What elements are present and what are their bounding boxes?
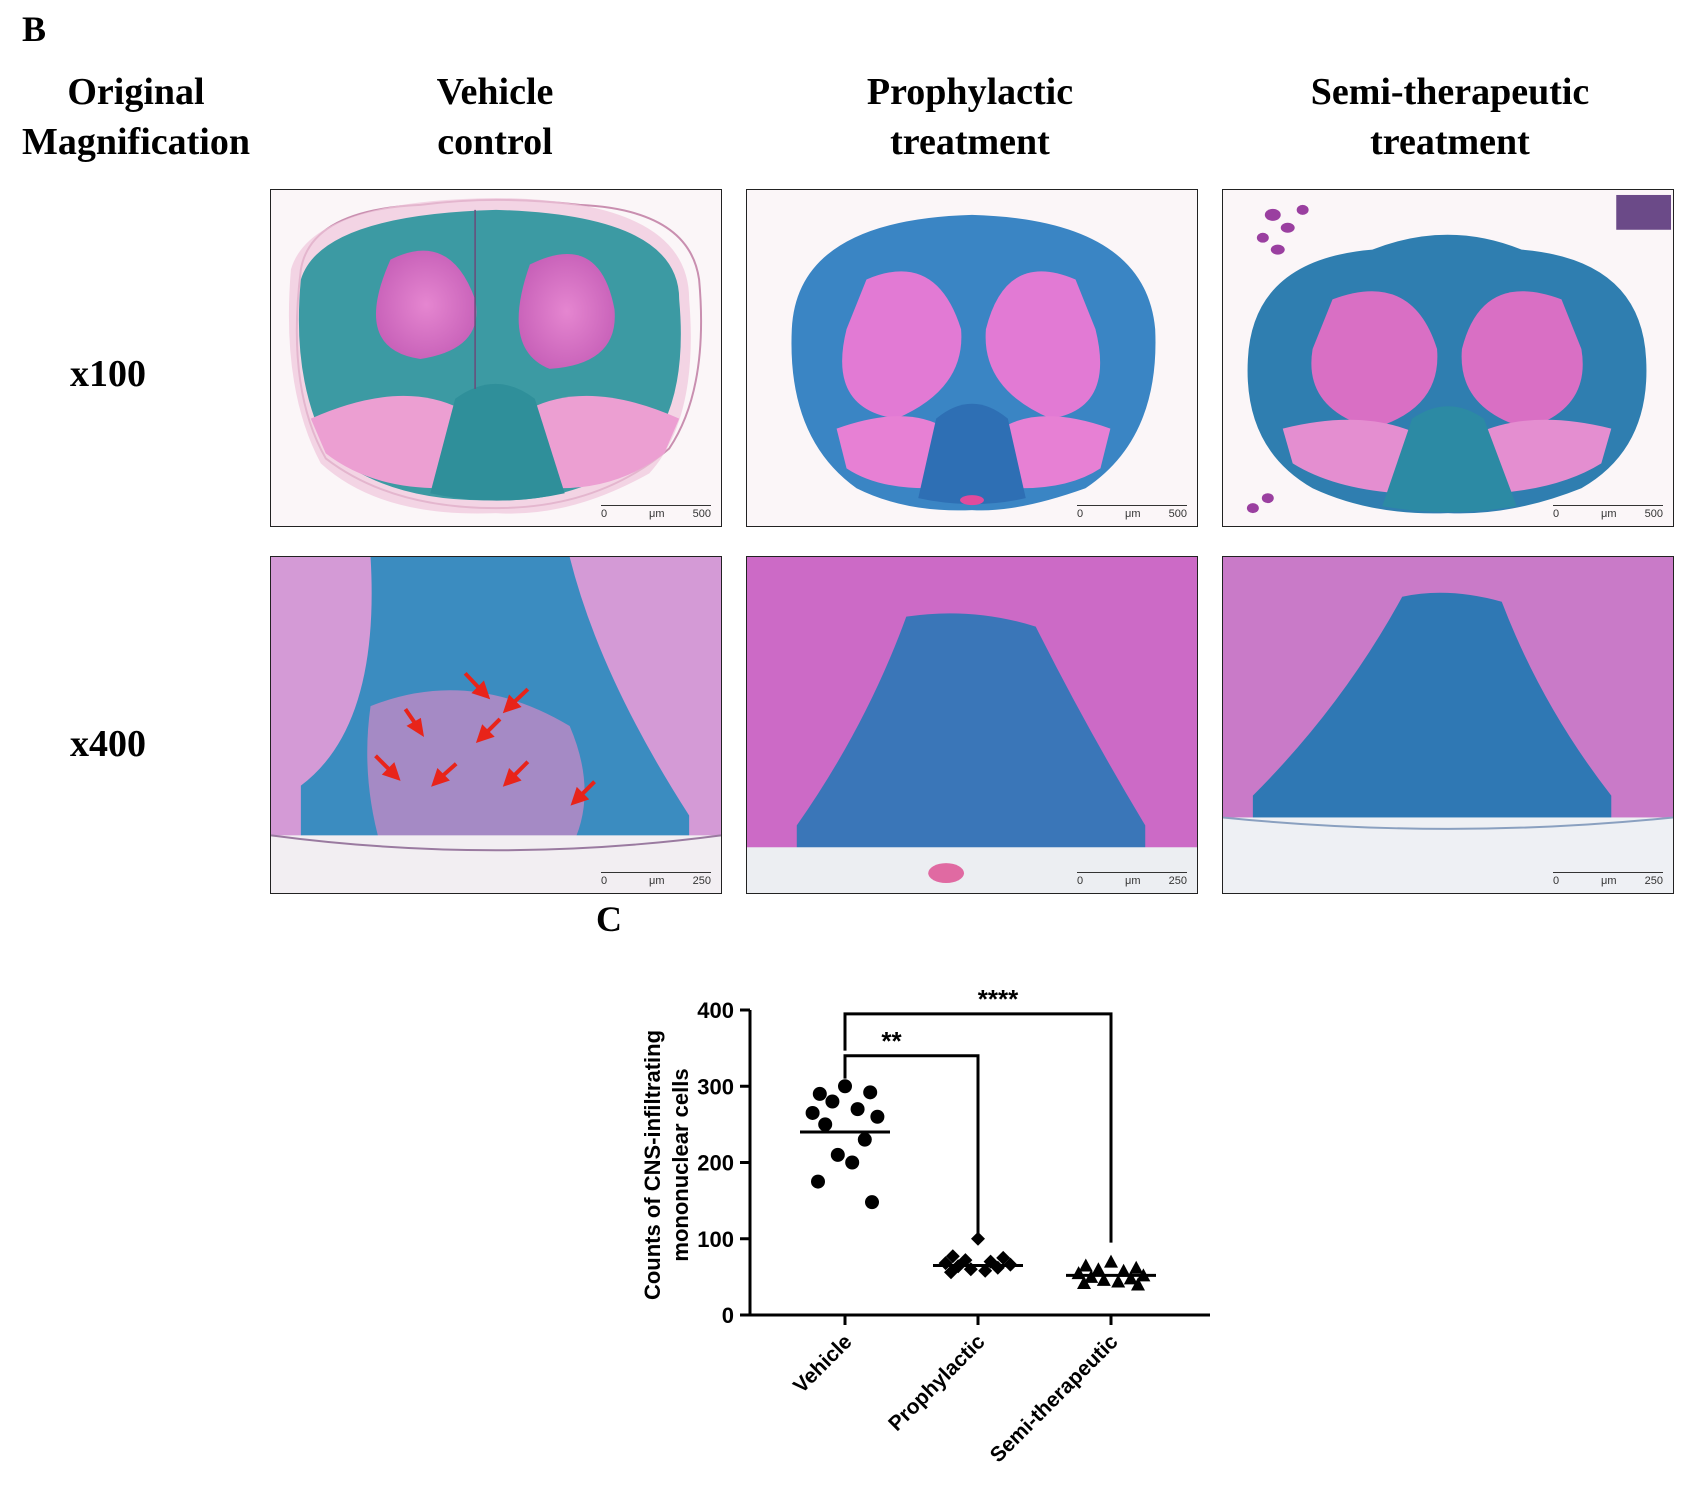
data-point: [1077, 1275, 1091, 1289]
y-tick-label: 100: [697, 1227, 734, 1252]
y-axis-label: Counts of CNS-infiltrating mononuclear ce…: [640, 1030, 693, 1300]
panel-c-label: C: [596, 899, 622, 939]
y-axis-title: Counts of CNS-infiltrating mononuclear ce…: [640, 1030, 693, 1300]
data-point: [1111, 1274, 1126, 1288]
data-point: [830, 1147, 845, 1162]
micrograph-prophylactic-x100: 0 μm 500: [746, 189, 1198, 527]
panel-b-label: B: [22, 9, 47, 49]
data-point: [812, 1086, 827, 1101]
data-point: [870, 1109, 885, 1124]
scalebar-vehicle-x400: 0 μm 250: [601, 869, 711, 887]
header-magnification: Original Magnification: [22, 71, 250, 163]
row-label-x400: x400: [70, 723, 146, 765]
x-tick-label: Prophylactic: [884, 1330, 990, 1436]
data-point: [1096, 1272, 1111, 1286]
data-point: [945, 1249, 960, 1264]
data-point: [1104, 1254, 1118, 1268]
data-point: [1091, 1262, 1106, 1276]
header-semi-therapeutic: Semi-therapeutic treatment: [1310, 71, 1590, 163]
y-tick-label: 0: [722, 1303, 734, 1328]
data-point: [996, 1250, 1011, 1265]
data-point: [944, 1265, 958, 1280]
micrograph-semi-therapeutic-x100: 0 μm 500: [1222, 189, 1674, 527]
row-label-x100: x100: [70, 353, 146, 395]
significance-bracket: [843, 1054, 980, 1235]
data-point: [805, 1105, 820, 1120]
x-tick-label: Semi-therapeutic: [986, 1330, 1123, 1467]
y-tick-label: 200: [697, 1151, 734, 1176]
y-tick-label: 400: [697, 998, 734, 1023]
scalebar-prophylactic-x400: 0 μm 250: [1077, 869, 1187, 887]
micrograph-semi-therapeutic-x400: 0 μm 250: [1222, 556, 1674, 894]
data-point: [978, 1263, 993, 1278]
significance-bracket: [843, 1012, 1113, 1243]
scalebar-semi-therapeutic-x100: 0 μm 500: [1553, 502, 1663, 520]
data-point: [845, 1155, 860, 1170]
y-tick-label: 300: [697, 1074, 734, 1099]
micrograph-vehicle-x100: 0 μm 500: [270, 189, 722, 527]
data-point: [971, 1231, 985, 1246]
scalebar-prophylactic-x100: 0 μm 500: [1077, 502, 1187, 520]
scalebar-semi-therapeutic-x400: 0 μm 250: [1553, 869, 1663, 887]
data-point: [1116, 1263, 1131, 1277]
header-vehicle: Vehicle control: [436, 71, 554, 163]
data-point: [850, 1102, 865, 1117]
data-point: [990, 1260, 1005, 1275]
data-point: [1078, 1258, 1093, 1272]
data-point: [838, 1079, 852, 1094]
y-ticks: 0 100 200 300 400: [697, 998, 750, 1328]
data-point: [1131, 1277, 1145, 1291]
data-point: [825, 1094, 840, 1109]
data-point: [857, 1132, 872, 1147]
micrograph-prophylactic-x400: 0 μm 250: [746, 556, 1198, 894]
data-point: [811, 1174, 825, 1189]
scatter-chart: Counts of CNS-infiltrating mononuclear ce…: [640, 984, 1210, 1467]
mean-lines: [800, 1130, 1156, 1277]
data-point: [865, 1195, 879, 1210]
data-point: [818, 1117, 833, 1132]
x-tick-label: Vehicle: [789, 1330, 856, 1397]
data-point: [863, 1085, 878, 1100]
header-prophylactic: Prophylactic treatment: [866, 71, 1074, 163]
scalebar-vehicle-x100: 0 μm 500: [601, 502, 711, 520]
data-point: [1123, 1271, 1138, 1285]
data-point: [1129, 1260, 1144, 1274]
significance-label: ****: [978, 984, 1019, 1014]
significance-brackets: ******: [843, 984, 1113, 1243]
data-points: [805, 1079, 1151, 1291]
micrograph-vehicle-x400: 0 μm 250: [270, 556, 722, 894]
significance-label: **: [881, 1026, 902, 1056]
